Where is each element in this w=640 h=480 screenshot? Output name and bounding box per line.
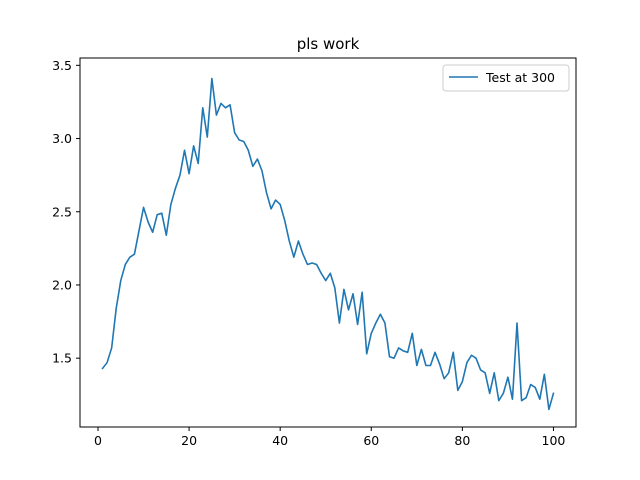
- plot-area: 0 20 40 60 80 100 1.5 2.0 2.5 3.0 3.5: [52, 57, 577, 448]
- x-tick-label: 0: [94, 433, 102, 448]
- legend-label: Test at 300: [485, 70, 555, 85]
- x-tick-label: 60: [363, 433, 379, 448]
- series-line: [101, 77, 555, 411]
- x-tick-label: 100: [542, 433, 566, 448]
- x-tick-label: 80: [454, 433, 470, 448]
- y-tick-label: 3.5: [52, 58, 72, 73]
- legend-box: [442, 64, 570, 92]
- x-tick-label: 20: [181, 433, 197, 448]
- x-tick-label: 40: [272, 433, 288, 448]
- legend: Test at 300: [442, 64, 570, 92]
- y-tick-label: 3.0: [52, 131, 72, 146]
- y-tick-label: 2.5: [52, 204, 72, 219]
- y-tick-label: 1.5: [52, 351, 72, 366]
- y-tick-label: 2.0: [52, 277, 72, 292]
- chart-title: pls work: [297, 35, 360, 53]
- axes-frame: [79, 57, 577, 428]
